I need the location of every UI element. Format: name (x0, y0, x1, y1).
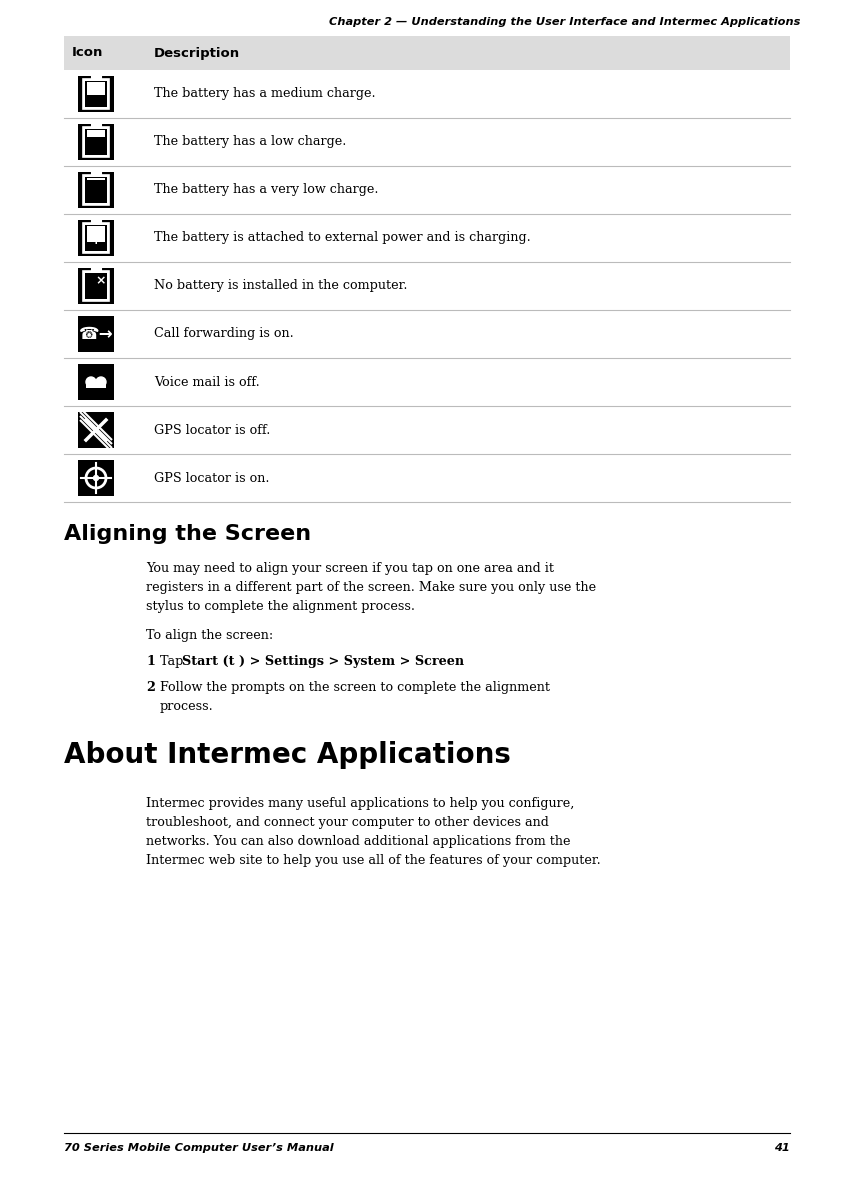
Bar (64, 70, 790, 118)
Text: The battery has a low charge.: The battery has a low charge. (154, 136, 347, 149)
Text: Intermec provides many useful applications to help you configure,: Intermec provides many useful applicatio… (146, 797, 575, 810)
Bar (91, 265, 101, 272)
Circle shape (86, 377, 96, 387)
Bar (83, 79, 109, 108)
Bar (83, 271, 109, 301)
Text: The battery is attached to external power and is charging.: The battery is attached to external powe… (154, 231, 530, 244)
Bar (83, 127, 109, 157)
Bar (78, 220, 114, 256)
Bar (78, 220, 114, 256)
Text: Intermec web site to help you use all of the features of your computer.: Intermec web site to help you use all of… (146, 854, 601, 867)
Bar (87, 83, 105, 95)
Bar (64, 310, 790, 358)
Text: ☎→: ☎→ (79, 325, 113, 343)
Bar (64, 37, 790, 70)
Bar (78, 124, 114, 160)
Text: To align the screen:: To align the screen: (146, 630, 273, 643)
Text: GPS locator is on.: GPS locator is on. (154, 472, 269, 485)
Bar (78, 316, 114, 353)
Text: Chapter 2 — Understanding the User Interface and Intermec Applications: Chapter 2 — Understanding the User Inter… (329, 17, 800, 27)
Text: Description: Description (154, 46, 240, 59)
Bar (78, 172, 114, 208)
Bar (91, 121, 101, 129)
Text: registers in a different part of the screen. Make sure you only use the: registers in a different part of the scr… (146, 581, 596, 594)
Bar (83, 174, 109, 205)
Text: 70 Series Mobile Computer User’s Manual: 70 Series Mobile Computer User’s Manual (64, 1142, 333, 1153)
Bar (87, 178, 105, 180)
Bar (78, 75, 114, 112)
Text: networks. You can also download additional applications from the: networks. You can also download addition… (146, 835, 570, 848)
Circle shape (94, 475, 99, 481)
Bar (78, 460, 114, 496)
Text: Call forwarding is on.: Call forwarding is on. (154, 328, 294, 341)
Bar (64, 262, 790, 310)
Text: The battery has a very low charge.: The battery has a very low charge. (154, 184, 378, 197)
Text: Follow the prompts on the screen to complete the alignment: Follow the prompts on the screen to comp… (160, 681, 550, 694)
Bar (85, 177, 107, 203)
Bar (87, 226, 105, 242)
Bar (78, 268, 114, 304)
Bar (85, 81, 107, 107)
Bar (64, 454, 790, 502)
Bar (91, 217, 101, 224)
Text: You may need to align your screen if you tap on one area and it: You may need to align your screen if you… (146, 562, 554, 575)
Text: Start (t ) > Settings > System > Screen: Start (t ) > Settings > System > Screen (182, 656, 464, 668)
Text: GPS locator is off.: GPS locator is off. (154, 423, 270, 436)
Bar (87, 130, 105, 137)
Bar (85, 225, 107, 251)
Text: 2: 2 (146, 681, 155, 694)
Bar (64, 215, 790, 262)
Circle shape (96, 377, 106, 387)
Text: 41: 41 (774, 1142, 790, 1153)
Text: +: + (91, 233, 101, 246)
Text: Tap: Tap (160, 656, 187, 668)
Bar (78, 172, 114, 208)
Bar (78, 124, 114, 160)
Bar (64, 118, 790, 166)
Text: Icon: Icon (72, 46, 104, 59)
Bar (64, 406, 790, 454)
Bar (78, 364, 114, 400)
Bar (64, 358, 790, 406)
Bar (78, 411, 114, 448)
Bar (91, 169, 101, 176)
Bar (91, 73, 101, 80)
Text: stylus to complete the alignment process.: stylus to complete the alignment process… (146, 600, 415, 613)
Bar (85, 274, 107, 299)
Bar (78, 268, 114, 304)
Text: The battery has a medium charge.: The battery has a medium charge. (154, 87, 376, 100)
Bar (86, 382, 106, 388)
Text: Voice mail is off.: Voice mail is off. (154, 375, 260, 389)
Text: 1: 1 (146, 656, 155, 668)
Bar (85, 129, 107, 154)
Text: process.: process. (160, 700, 213, 713)
Text: troubleshoot, and connect your computer to other devices and: troubleshoot, and connect your computer … (146, 816, 549, 829)
Text: Aligning the Screen: Aligning the Screen (64, 523, 311, 544)
Text: About Intermec Applications: About Intermec Applications (64, 740, 511, 769)
Bar (83, 223, 109, 253)
Bar (64, 166, 790, 215)
Bar (78, 75, 114, 112)
Text: ×: × (96, 275, 106, 288)
Text: No battery is installed in the computer.: No battery is installed in the computer. (154, 279, 407, 292)
